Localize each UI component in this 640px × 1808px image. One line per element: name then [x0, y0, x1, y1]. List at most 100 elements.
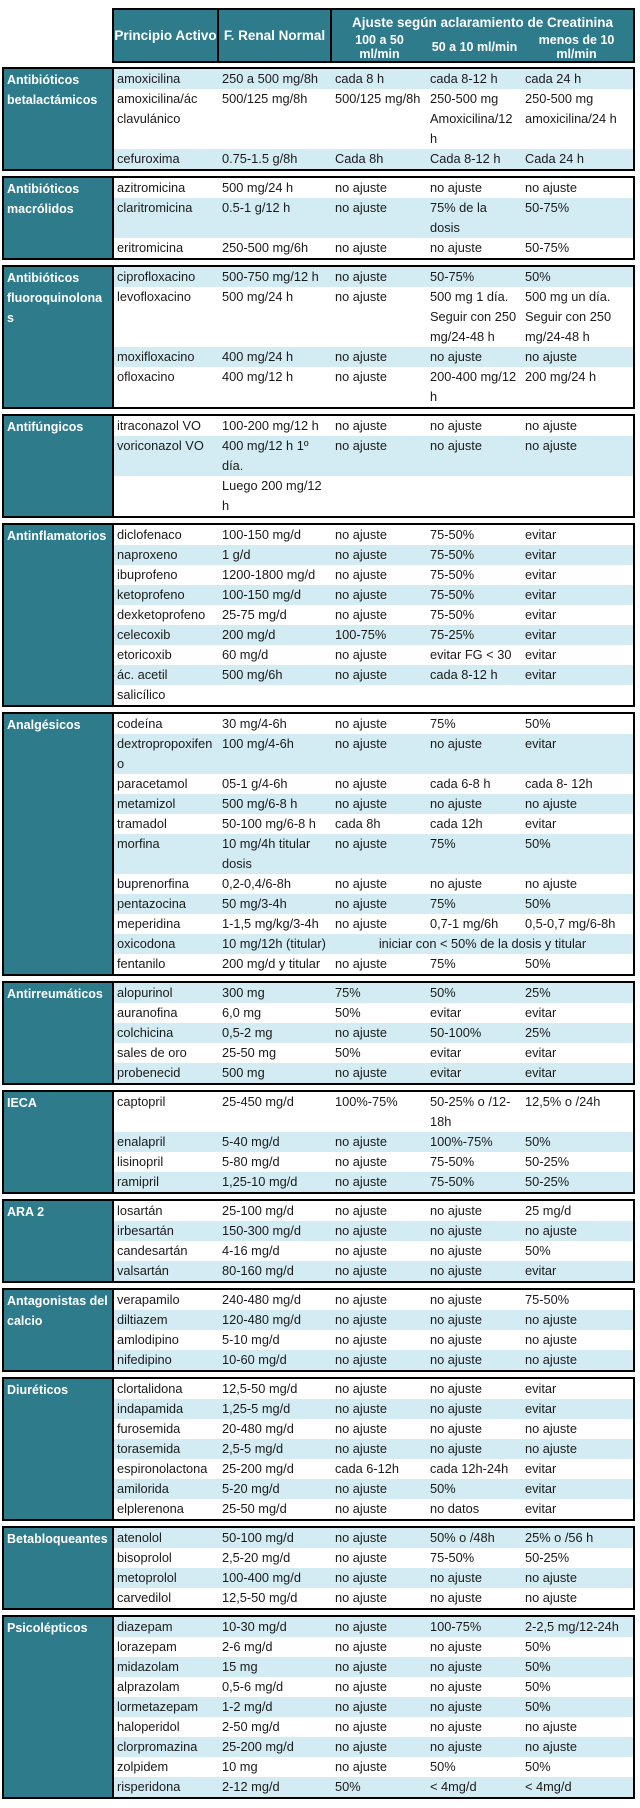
adjust-50-10-cell: no ajuste [430, 736, 482, 751]
adjust-100-50-cell: no ajuste [335, 1530, 387, 1545]
normal-dose-cell: 150-300 mg/d [222, 1223, 301, 1238]
adjust-50-10-cell: 75-50% [430, 587, 475, 602]
adjust-50-10-cell: no ajuste [430, 1243, 482, 1258]
adjust-under-10-cell: evitar [525, 1045, 557, 1060]
table-row: amoxicilina/ác clavulánico 500/125 mg/8h 5… [114, 89, 633, 149]
adjust-100-50-cell: no ajuste [335, 1065, 387, 1080]
adjust-50-10-cell: no ajuste [430, 1292, 482, 1307]
adjust-50-10-cell: 100%-75% [430, 1134, 493, 1149]
adjust-100-50-cell: no ajuste [335, 1639, 387, 1654]
drug-name-cell: midazolam [117, 1659, 179, 1674]
category-rows: diazepam 10-30 mg/d no ajuste 100-75% 2-2,5 … [114, 1617, 633, 1797]
drug-name-cell: amilorida [117, 1481, 169, 1496]
table-row: zolpidem 10 mg no ajuste 50% 50% [114, 1757, 633, 1777]
adjust-100-50-cell: no ajuste [335, 1719, 387, 1734]
adjust-under-10-cell: evitar [525, 736, 557, 751]
drug-name-cell: risperidona [117, 1779, 181, 1794]
category-block: Antagonistas del calcio verapamilo 240-480… [2, 1288, 635, 1372]
adjust-under-10-cell: 50% [525, 1639, 551, 1654]
adjust-50-10-cell: no ajuste [430, 1381, 482, 1396]
table-row: atenolol 50-100 mg/d no ajuste 50% o /48h 25… [114, 1528, 633, 1548]
category-label: Diuréticos [4, 1379, 114, 1519]
adjust-under-10-cell: no ajuste [525, 1223, 577, 1238]
header-f-renal-normal: F. Renal Normal [219, 8, 332, 63]
drug-name-cell: valsartán [117, 1263, 169, 1278]
table-row: indapamida 1,25-5 mg/d no ajuste no ajuste e… [114, 1399, 633, 1419]
adjust-under-10-cell: < 4mg/d [525, 1779, 572, 1794]
adjust-under-10-cell: cada 8- 12h [525, 776, 593, 791]
table-row: clortalidona 12,5-50 mg/d no ajuste no ajus… [114, 1379, 633, 1399]
adjust-under-10-cell: 50% [525, 269, 551, 284]
table-row: sales de oro 25-50 mg 50% evitar evitar [114, 1043, 633, 1063]
drug-name-cell: codeína [117, 716, 163, 731]
adjust-under-10-cell: 500 mg un día. Seguir con 250 mg/24-48 h [525, 289, 612, 344]
adjust-50-10-cell: 75-50% [430, 1550, 475, 1565]
drug-name-cell: moxifloxacino [117, 349, 195, 364]
adjust-50-10-cell: no ajuste [430, 438, 482, 453]
adjust-50-10-cell: no ajuste [430, 1679, 482, 1694]
normal-dose-cell: 2,5-5 mg/d [222, 1441, 284, 1456]
drug-name-cell: espironolactona [117, 1461, 208, 1476]
adjust-under-10-cell: 50-75% [525, 240, 570, 255]
adjust-100-50-cell: no ajuste [335, 1025, 387, 1040]
category-label: Antifúngicos [4, 416, 114, 516]
normal-dose-cell: 50-100 mg/d [222, 1530, 294, 1545]
adjust-100-50-cell: no ajuste [335, 1570, 387, 1585]
drug-name-cell: diltiazem [117, 1312, 168, 1327]
normal-dose-cell: 0.5-1 g/12 h [222, 200, 291, 215]
header-100-50: 100 a 50 ml/min [355, 33, 404, 61]
adjust-under-10-cell: 50% [525, 956, 551, 971]
adjust-100-50-cell: 75% [335, 985, 361, 1000]
adjust-50-10-cell: 75-50% [430, 1174, 475, 1189]
category-label: IECA [4, 1092, 114, 1192]
merged-adjust-cell: iniciar con < 50% de la dosis y titular [378, 936, 587, 951]
header-principio-activo: Principio Activo [112, 8, 219, 63]
normal-dose-cell: 400 mg/12 h 1º día. [222, 438, 309, 473]
drug-name-cell: etoricoxib [117, 647, 172, 662]
table-row: irbesartán 150-300 mg/d no ajuste no ajuste… [114, 1221, 633, 1241]
normal-dose-cell: 0,5-2 mg [222, 1025, 273, 1040]
drug-name-cell: levofloxacino [117, 289, 191, 304]
adjust-under-10-cell: evitar [525, 816, 557, 831]
adjust-100-50-cell: no ajuste [335, 647, 387, 662]
normal-dose-cell: 2,5-20 mg/d [222, 1550, 291, 1565]
adjust-under-10-cell: evitar [525, 1065, 557, 1080]
adjust-100-50-cell: no ajuste [335, 776, 387, 791]
table-row: ketoprofeno 100-150 mg/d no ajuste 75-50% ev… [114, 585, 633, 605]
normal-dose-cell: 100-400 mg/d [222, 1570, 301, 1585]
adjust-100-50-cell: no ajuste [335, 1401, 387, 1416]
adjust-50-10-cell: no ajuste [430, 1699, 482, 1714]
drug-name-cell: tramadol [117, 816, 167, 831]
normal-dose-cell: 100-200 mg/12 h [222, 418, 319, 433]
table-row: codeína 30 mg/4-6h no ajuste 75% 50% [114, 714, 633, 734]
table-row: meperidina 1-1,5 mg/kg/3-4h no ajuste 0,7-1… [114, 914, 633, 934]
table-row: furosemida 20-480 mg/d no ajuste no ajuste n… [114, 1419, 633, 1439]
adjust-under-10-cell: 50% [525, 836, 551, 851]
category-block: ARA 2 losartán 25-100 mg/d no ajuste no ajus… [2, 1199, 635, 1283]
normal-dose-cell: 0,2-0,4/6-8h [222, 876, 292, 891]
normal-dose-cell: 250 a 500 mg/8h [222, 71, 319, 86]
adjust-100-50-cell: 50% [335, 1045, 361, 1060]
drug-name-cell: ciprofloxacino [117, 269, 196, 284]
normal-dose-cell: 4-16 mg/d [222, 1243, 280, 1258]
normal-dose-cell: 120-480 mg/d [222, 1312, 301, 1327]
table-row: cefuroxima 0.75-1.5 g/8h Cada 8h Cada 8-12 … [114, 149, 633, 169]
normal-dose-cell: 2-50 mg/d [222, 1719, 280, 1734]
adjust-50-10-cell: 50% [430, 985, 456, 1000]
category-rows: itraconazol VO 100-200 mg/12 h no ajuste no… [114, 416, 633, 516]
adjust-100-50-cell: no ajuste [335, 916, 387, 931]
adjust-100-50-cell: no ajuste [335, 180, 387, 195]
table-row: Luego 200 mg/12 h [114, 476, 633, 516]
table-row: voriconazol VO 400 mg/12 h 1º día. no ajus… [114, 436, 633, 476]
drug-name-cell: atenolol [117, 1530, 162, 1545]
adjust-under-10-cell: 50% [525, 1699, 551, 1714]
adjust-50-10-cell: no ajuste [430, 1421, 482, 1436]
normal-dose-cell: 80-160 mg/d [222, 1263, 294, 1278]
adjust-50-10-cell: 50-75% [430, 269, 475, 284]
adjust-100-50-cell: no ajuste [335, 1352, 387, 1367]
category-rows: atenolol 50-100 mg/d no ajuste 50% o /48h 25… [114, 1528, 633, 1608]
normal-dose-cell: 400 mg/12 h [222, 369, 294, 384]
table-row: midazolam 15 mg no ajuste no ajuste 50% [114, 1657, 633, 1677]
adjust-100-50-cell: no ajuste [335, 1501, 387, 1516]
drug-name-cell: indapamida [117, 1401, 184, 1416]
